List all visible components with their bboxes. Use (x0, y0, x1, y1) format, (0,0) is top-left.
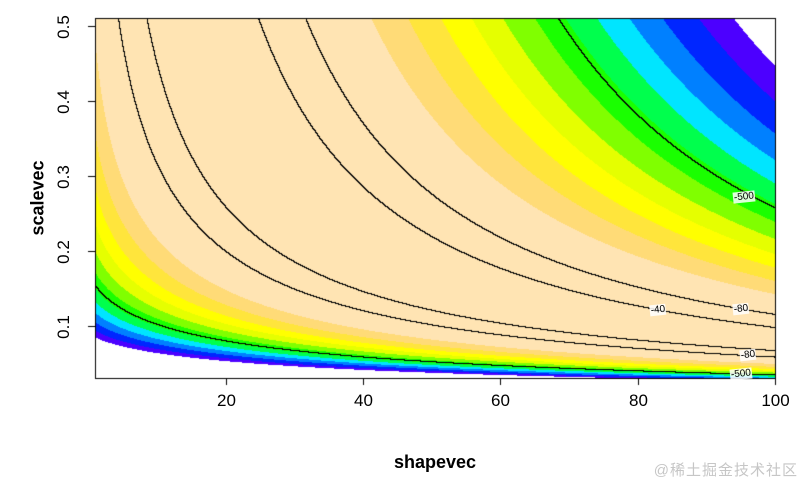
contour-line-label: -40 (649, 303, 667, 317)
x-axis-title: shapevec (393, 452, 477, 472)
contour-line-label: -500 (729, 367, 753, 381)
contour-line-label: -80 (739, 348, 757, 362)
y-tick-label: 0.1 (54, 314, 73, 339)
x-tick-label: 60 (491, 391, 510, 410)
x-tick-label: 100 (761, 391, 790, 410)
watermark: @稀土掘金技术社区 (653, 462, 798, 479)
y-tick-label: 0.5 (54, 14, 73, 39)
x-tick-label: 40 (354, 391, 373, 410)
y-tick-label: 0.2 (54, 239, 73, 264)
y-axis-title: scalevec (27, 160, 48, 236)
y-tick-label: 0.4 (54, 89, 73, 114)
x-tick-label: 20 (217, 391, 236, 410)
contour-line-label: -500 (732, 190, 756, 204)
contour-line-label: -80 (732, 302, 750, 316)
x-tick-label: 80 (629, 391, 648, 410)
y-tick-label: 0.3 (54, 164, 73, 189)
